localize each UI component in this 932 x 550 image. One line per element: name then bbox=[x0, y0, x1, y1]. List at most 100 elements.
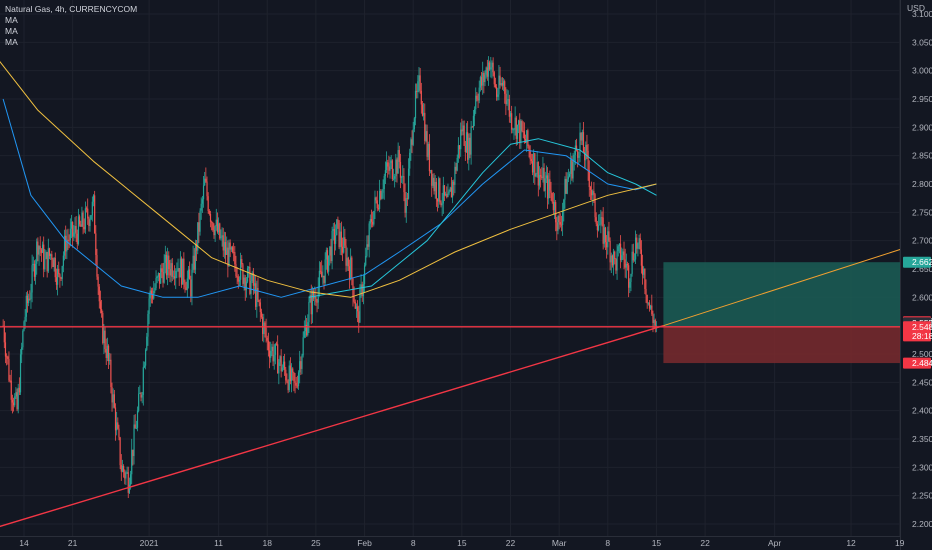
candle-body bbox=[602, 217, 604, 244]
candle-body bbox=[469, 137, 471, 155]
candle-body bbox=[304, 324, 307, 332]
candle-body bbox=[198, 222, 200, 232]
candle-body bbox=[619, 243, 622, 261]
candle-body bbox=[167, 255, 169, 276]
candle-body bbox=[260, 312, 263, 318]
candle-body bbox=[594, 194, 596, 218]
candle-body bbox=[420, 90, 422, 105]
candle-body bbox=[36, 241, 38, 264]
candle-body bbox=[32, 263, 34, 266]
candle-body bbox=[650, 305, 652, 309]
ma-indicator-label[interactable]: MA bbox=[5, 37, 18, 47]
candle-body bbox=[178, 268, 180, 278]
candle-body bbox=[234, 252, 236, 265]
time-tick-label: 25 bbox=[311, 538, 321, 548]
candle-body bbox=[610, 255, 612, 263]
symbol-title[interactable]: Natural Gas, 4h, CURRENCYCOM bbox=[5, 4, 138, 14]
candle-body bbox=[514, 117, 516, 130]
price-badge-label: 2.484 bbox=[912, 358, 932, 368]
candle-body bbox=[272, 346, 274, 362]
candle-body bbox=[121, 465, 124, 472]
target-zone[interactable] bbox=[663, 262, 932, 327]
trend-line[interactable] bbox=[0, 324, 664, 530]
candle-body bbox=[399, 161, 402, 178]
candle-body bbox=[549, 179, 551, 191]
candle-body bbox=[77, 216, 80, 244]
candle-body bbox=[132, 449, 134, 456]
candle-body bbox=[38, 246, 40, 255]
candle-body bbox=[106, 345, 108, 358]
candle-body bbox=[95, 233, 97, 256]
candle-body bbox=[55, 277, 58, 285]
candle-body bbox=[641, 265, 644, 275]
candle-body bbox=[60, 277, 62, 279]
candle-body bbox=[639, 238, 641, 250]
candle-body bbox=[611, 255, 614, 266]
candle-body bbox=[274, 343, 276, 355]
candle-body bbox=[98, 286, 100, 302]
time-axis[interactable]: 14212021111825Feb81522Mar81522Apr121926 bbox=[0, 536, 932, 549]
position-zones[interactable] bbox=[663, 262, 932, 364]
candle-body bbox=[521, 121, 523, 131]
candle-body bbox=[25, 295, 27, 317]
candle-body bbox=[290, 368, 293, 382]
candle-body bbox=[226, 247, 228, 255]
candle-body bbox=[127, 472, 129, 493]
candle-body bbox=[350, 257, 352, 280]
candle-body bbox=[311, 291, 314, 315]
candle-body bbox=[119, 437, 121, 466]
candle-body bbox=[231, 247, 234, 253]
candle-body bbox=[458, 145, 461, 150]
drawn-lines[interactable] bbox=[0, 238, 932, 530]
candle-body bbox=[582, 132, 585, 153]
candle-body bbox=[155, 278, 157, 288]
ma-indicator-label[interactable]: MA bbox=[5, 15, 18, 25]
candle-body bbox=[128, 484, 131, 493]
stop-zone[interactable] bbox=[663, 326, 932, 364]
candle-body bbox=[612, 251, 615, 266]
candle-body bbox=[117, 422, 119, 429]
candle-body bbox=[76, 233, 78, 244]
candle-body bbox=[243, 277, 245, 284]
candle-body bbox=[429, 170, 432, 172]
candle-body bbox=[391, 160, 393, 180]
candle-body bbox=[646, 294, 648, 304]
candle-body bbox=[123, 465, 125, 473]
candle-body bbox=[467, 132, 469, 160]
candle-body bbox=[317, 286, 319, 303]
candle-body bbox=[56, 268, 59, 285]
candle-body bbox=[496, 87, 498, 97]
candle-body bbox=[556, 222, 558, 231]
candle-body bbox=[143, 365, 146, 368]
candle-body bbox=[383, 176, 385, 190]
candle-body bbox=[560, 224, 563, 226]
candle-body bbox=[263, 322, 265, 334]
candle-body bbox=[601, 217, 603, 219]
candle-body bbox=[182, 258, 184, 285]
candle-body bbox=[523, 131, 525, 139]
candle-body bbox=[163, 262, 165, 283]
candle-body bbox=[250, 280, 252, 294]
candle-body bbox=[354, 301, 356, 309]
candle-body bbox=[328, 255, 330, 272]
ma-indicator-label[interactable]: MA bbox=[5, 26, 18, 36]
candle-body bbox=[186, 278, 188, 290]
candle-body bbox=[483, 72, 485, 83]
candle-body bbox=[345, 245, 347, 266]
candle-body bbox=[340, 231, 342, 247]
candle-body bbox=[470, 126, 472, 155]
candle-body bbox=[47, 248, 49, 272]
candle-body bbox=[520, 121, 522, 142]
price-axis-panel bbox=[900, 0, 932, 550]
candle-body bbox=[66, 239, 68, 252]
candle-body bbox=[50, 254, 52, 256]
time-tick-label: 12 bbox=[846, 538, 856, 548]
projection-line[interactable] bbox=[663, 240, 928, 327]
candle-body bbox=[373, 210, 375, 225]
candle-body bbox=[264, 322, 266, 328]
candle-body bbox=[28, 298, 30, 304]
candle-body bbox=[397, 150, 399, 174]
